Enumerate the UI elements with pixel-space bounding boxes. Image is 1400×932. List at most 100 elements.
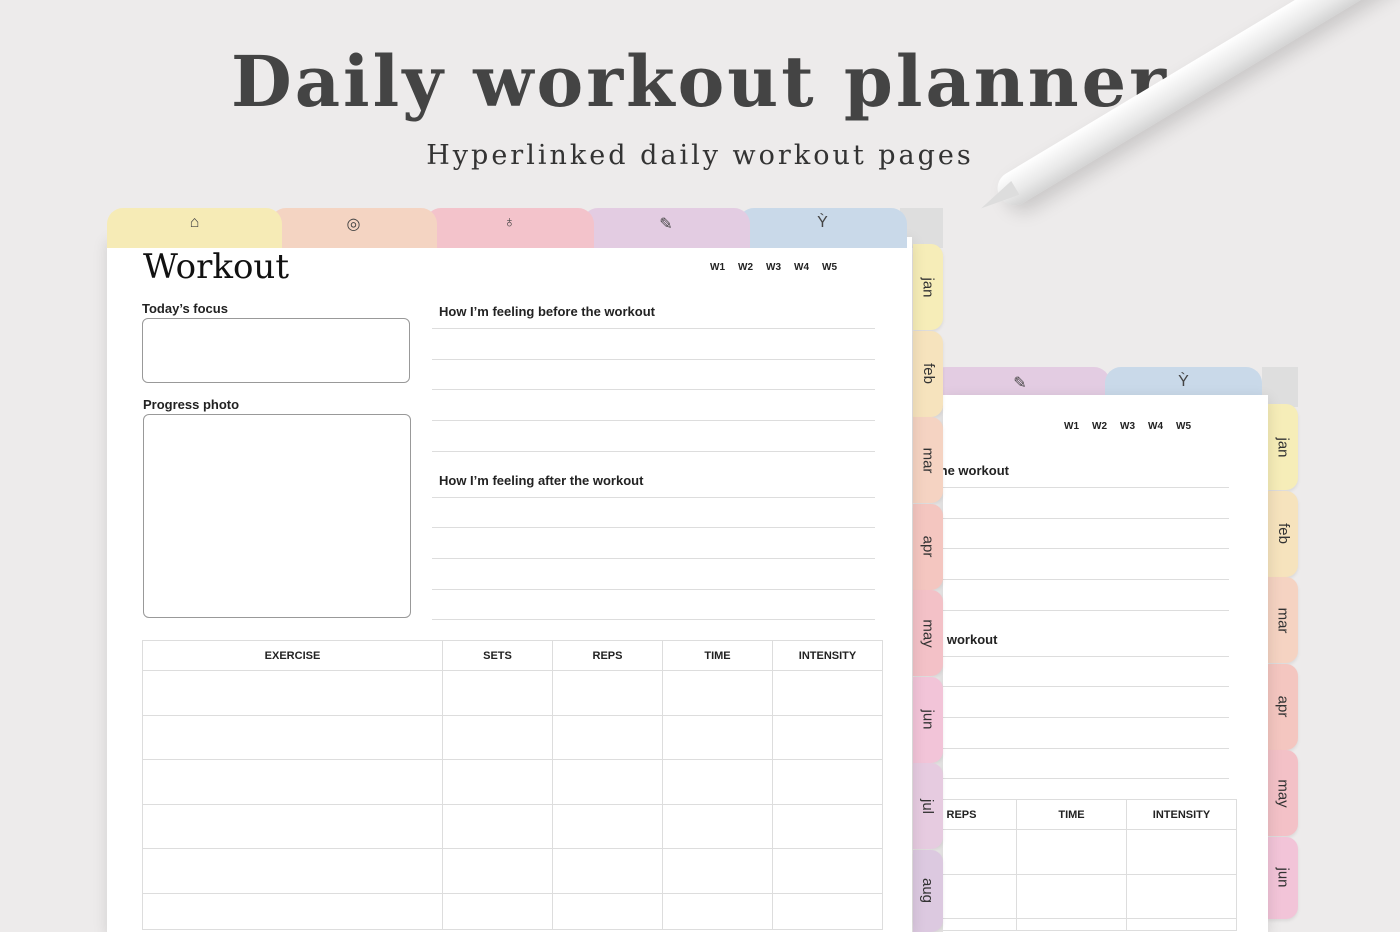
table-cell[interactable] [442, 759, 553, 805]
writing-line[interactable] [943, 518, 1229, 519]
nav-tab[interactable]: ⌂ [107, 208, 282, 248]
table-cell[interactable] [142, 670, 443, 716]
table-cell[interactable] [662, 714, 773, 760]
table-cell[interactable] [1126, 918, 1237, 931]
month-tab-apr[interactable]: apr [913, 503, 943, 590]
table-cell[interactable] [662, 848, 773, 894]
table-cell[interactable] [552, 759, 663, 805]
writing-line[interactable] [943, 656, 1229, 657]
table-cell[interactable] [142, 803, 443, 849]
table-cell[interactable] [943, 829, 1017, 875]
month-tab-may[interactable]: may [1268, 750, 1298, 836]
writing-line[interactable] [432, 527, 875, 528]
week-link[interactable]: W2 [1092, 421, 1107, 432]
writing-line[interactable] [432, 451, 875, 452]
month-tab-mar[interactable]: mar [913, 417, 943, 503]
table-cell[interactable] [552, 892, 663, 930]
table-cell[interactable] [772, 892, 883, 930]
nav-tab[interactable]: Ỳ [738, 208, 907, 248]
table-cell[interactable] [662, 892, 773, 930]
writing-line[interactable] [943, 579, 1229, 580]
table-cell[interactable] [943, 918, 1017, 931]
photo-label: Progress photo [143, 397, 240, 412]
month-tab-jun[interactable]: jun [913, 676, 943, 763]
writing-line[interactable] [432, 619, 875, 620]
table-cell[interactable] [142, 892, 443, 930]
table-cell[interactable] [772, 848, 883, 894]
month-tab-jun[interactable]: jun [1268, 836, 1298, 919]
writing-line[interactable] [943, 748, 1229, 749]
writing-line[interactable] [432, 420, 875, 421]
nav-tab[interactable]: ◎ [270, 208, 437, 248]
month-label: feb [1274, 523, 1292, 544]
month-tab-aug[interactable]: aug [913, 849, 943, 932]
table-row [142, 714, 883, 760]
col-reps: REPS [943, 799, 1017, 830]
writing-line[interactable] [432, 589, 875, 590]
writing-line[interactable] [432, 328, 875, 329]
writing-line[interactable] [432, 389, 875, 390]
table-cell[interactable] [1016, 873, 1127, 919]
table-cell[interactable] [772, 759, 883, 805]
writing-line[interactable] [943, 717, 1229, 718]
table-cell[interactable] [442, 848, 553, 894]
table-cell[interactable] [552, 670, 663, 716]
table-cell[interactable] [943, 873, 1017, 919]
table-cell[interactable] [552, 848, 663, 894]
week-link[interactable]: W4 [1148, 421, 1163, 432]
week-link[interactable]: W2 [738, 262, 753, 273]
writing-line[interactable] [943, 778, 1229, 779]
table-cell[interactable] [1016, 918, 1127, 931]
week-link[interactable]: W5 [822, 262, 837, 273]
table-cell[interactable] [662, 759, 773, 805]
table-cell[interactable] [662, 803, 773, 849]
col-time: TIME [1016, 799, 1127, 830]
month-tab-jan[interactable]: jan [1268, 404, 1298, 490]
table-cell[interactable] [772, 714, 883, 760]
month-tab-feb[interactable]: feb [1268, 490, 1298, 577]
month-tab-apr[interactable]: apr [1268, 663, 1298, 750]
week-link[interactable]: W3 [766, 262, 781, 273]
table-cell[interactable] [772, 803, 883, 849]
col-reps: REPS [552, 640, 663, 671]
writing-line[interactable] [943, 548, 1229, 549]
table-cell[interactable] [442, 803, 553, 849]
week-link[interactable]: W1 [710, 262, 725, 273]
writing-line[interactable] [943, 686, 1229, 687]
back-page: Workout W1 W2 W3 W4 W5 Today’s focus Pro… [943, 395, 1268, 932]
month-tab-mar[interactable]: mar [1268, 577, 1298, 663]
table-cell[interactable] [552, 714, 663, 760]
table-cell[interactable] [552, 803, 663, 849]
pencil-icon: ✎ [1013, 375, 1027, 392]
week-link[interactable]: W3 [1120, 421, 1135, 432]
month-tab-jul[interactable]: jul [913, 763, 943, 849]
week-link[interactable]: W4 [794, 262, 809, 273]
table-cell[interactable] [662, 670, 773, 716]
nav-tab[interactable]: ✎ [582, 208, 750, 248]
table-cell[interactable] [442, 714, 553, 760]
writing-line[interactable] [943, 487, 1229, 488]
writing-line[interactable] [432, 359, 875, 360]
table-cell[interactable] [1016, 829, 1127, 875]
table-cell[interactable] [442, 670, 553, 716]
table-cell[interactable] [772, 670, 883, 716]
month-tab-jan[interactable]: jan [913, 244, 943, 330]
progress-photo-box[interactable] [143, 414, 411, 618]
writing-line[interactable] [432, 497, 875, 498]
month-tab-feb[interactable]: feb [913, 330, 943, 417]
month-label: jan [919, 276, 937, 298]
nav-tab[interactable]: ♁ [425, 208, 594, 248]
month-tab-may[interactable]: may [913, 590, 943, 676]
table-cell[interactable] [142, 848, 443, 894]
table-cell[interactable] [442, 892, 553, 930]
focus-input[interactable] [142, 318, 410, 383]
table-cell[interactable] [1126, 873, 1237, 919]
table-cell[interactable] [142, 714, 443, 760]
writing-line[interactable] [943, 610, 1229, 611]
table-cell[interactable] [1126, 829, 1237, 875]
before-label: How I’m feeling before the workout [943, 463, 1009, 478]
week-link[interactable]: W5 [1176, 421, 1191, 432]
table-cell[interactable] [142, 759, 443, 805]
week-link[interactable]: W1 [1064, 421, 1079, 432]
writing-line[interactable] [432, 558, 875, 559]
